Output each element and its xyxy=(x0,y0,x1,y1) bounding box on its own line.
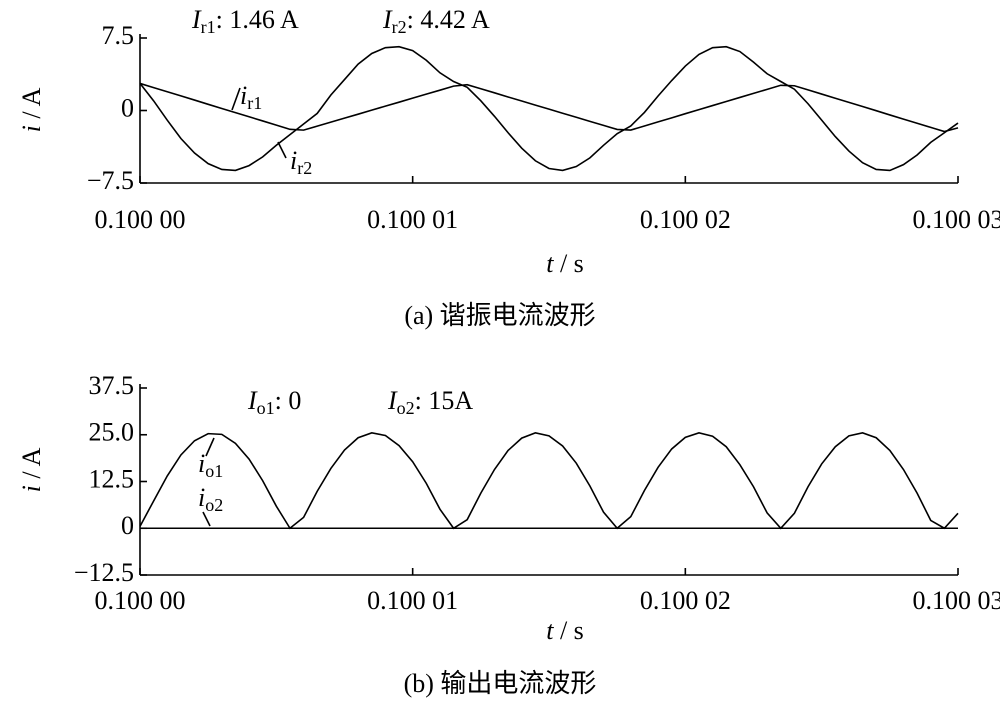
y-tick-label: −7.5 xyxy=(87,166,134,195)
series-label: io2 xyxy=(198,483,223,515)
series-line xyxy=(139,45,959,172)
x-tick-label: 0.100 02 xyxy=(640,205,731,234)
annotation: Io2: 15A xyxy=(387,386,473,418)
y-tick-label: 7.5 xyxy=(102,21,135,50)
annotation: Io1: 0 xyxy=(247,386,301,418)
y-axis-label: i / A xyxy=(17,87,46,132)
x-tick-label: 0.100 00 xyxy=(95,586,186,615)
caption: (a) 谐振电流波形 xyxy=(404,301,595,330)
annotation: Ir2: 4.42 A xyxy=(382,5,490,37)
series-label: ir1 xyxy=(240,81,262,113)
y-tick-label: 12.5 xyxy=(89,464,135,493)
label-leader xyxy=(202,511,211,527)
x-axis-label: t / s xyxy=(546,249,584,278)
label-leader xyxy=(231,87,241,111)
y-tick-label: 0 xyxy=(121,93,134,122)
x-tick-label: 0.100 00 xyxy=(95,205,186,234)
x-tick-label: 0.100 01 xyxy=(367,205,458,234)
series-line xyxy=(139,432,959,530)
x-tick-label: 0.100 02 xyxy=(640,586,731,615)
y-tick-label: 0 xyxy=(121,511,134,540)
y-tick-label: 25.0 xyxy=(89,418,135,447)
series-label: io1 xyxy=(198,449,223,481)
x-tick-label: 0.100 03 xyxy=(913,586,1000,615)
series-label: ir2 xyxy=(290,146,312,178)
y-axis-label: i / A xyxy=(17,447,46,492)
label-leader xyxy=(205,437,215,457)
x-tick-label: 0.100 03 xyxy=(913,205,1000,234)
series-line xyxy=(139,82,959,133)
y-tick-label: 37.5 xyxy=(89,371,135,400)
label-leader xyxy=(277,141,287,159)
x-tick-label: 0.100 01 xyxy=(367,586,458,615)
x-axis-label: t / s xyxy=(546,616,584,645)
caption: (b) 输出电流波形 xyxy=(404,669,597,698)
annotation: Ir1: 1.46 A xyxy=(191,5,299,37)
y-tick-label: −12.5 xyxy=(74,558,134,587)
